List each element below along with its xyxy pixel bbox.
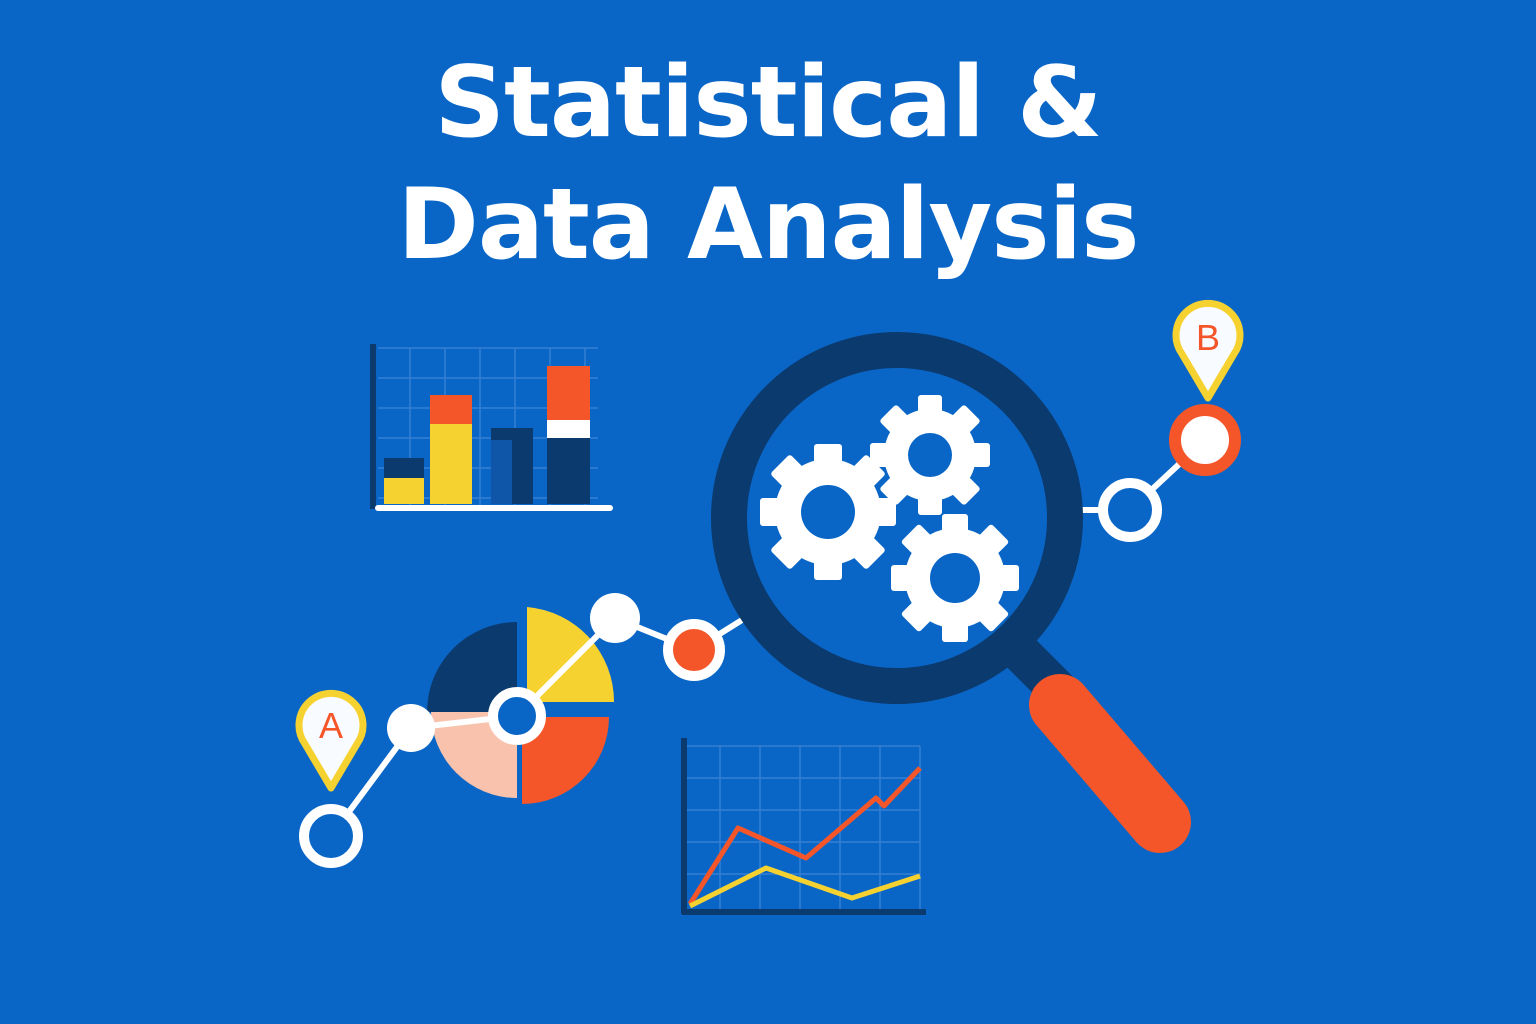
line-series-orange	[687, 766, 922, 906]
bar-1	[384, 458, 424, 504]
pie-slice-navy	[427, 622, 517, 712]
gear-icon	[760, 444, 896, 580]
path-node	[1098, 478, 1162, 542]
pin-a-shape	[295, 689, 367, 792]
line-chart-grid	[686, 745, 921, 910]
path-node	[299, 804, 363, 868]
bar-chart-icon	[370, 344, 613, 511]
magnifying-glass-icon	[711, 332, 1191, 853]
path-node	[663, 619, 725, 681]
title-line-2: Data Analysis	[397, 168, 1139, 282]
bar-2	[430, 395, 472, 504]
magnifier-handle	[1029, 674, 1191, 853]
pin-b-shape	[1172, 299, 1244, 402]
gear-icon	[891, 514, 1019, 642]
line-chart-icon	[681, 738, 926, 915]
path-node	[387, 704, 435, 752]
path-node	[590, 593, 640, 643]
map-pin-icon: A	[295, 689, 367, 792]
pie-slice-yellow	[527, 607, 615, 702]
bar-3	[491, 428, 533, 504]
path-node	[488, 687, 546, 745]
title-line-1: Statistical &	[434, 46, 1102, 160]
bar-4	[547, 366, 590, 504]
path-node	[1169, 404, 1241, 476]
gear-icon	[870, 395, 990, 515]
map-pin-icon: B	[1172, 299, 1244, 402]
pie-slice-orange	[522, 717, 609, 804]
line-series-yellow	[688, 865, 921, 909]
data-path	[299, 404, 1241, 868]
pin-a-label: A	[319, 705, 343, 746]
pin-b-label: B	[1196, 317, 1220, 358]
pie-chart-icon	[427, 607, 615, 804]
